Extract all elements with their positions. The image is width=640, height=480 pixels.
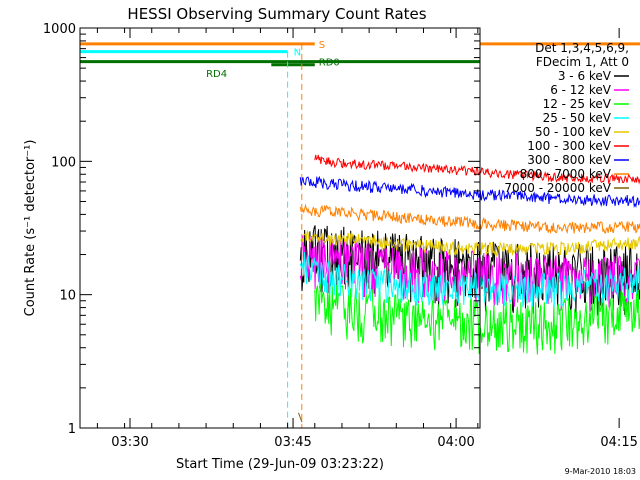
flag-label-n: N: [294, 48, 301, 59]
chart-title: HESSI Observing Summary Count Rates: [127, 5, 426, 23]
series-3: [299, 251, 640, 308]
x-axis-label: Start Time (29-Jun-09 03:23:22): [176, 457, 384, 472]
legend-label-4: 50 - 100 keV: [535, 125, 612, 139]
legend-label-1: 6 - 12 keV: [550, 83, 612, 97]
flag-label-rd4: RD4: [206, 69, 227, 80]
series-8: [298, 412, 303, 423]
data-layer: [298, 154, 640, 423]
y-axis-label: Count Rate (s⁻¹ detector⁻¹): [23, 140, 38, 317]
series-5: [314, 154, 640, 185]
x-tick-label-04:00: 04:00: [437, 435, 474, 450]
flags-layer: S N RD0 RD4: [80, 40, 640, 428]
series-7: [299, 203, 640, 235]
series-2: [314, 278, 640, 355]
axis-layer: 110100100003:3003:4504:0004:1504:3004:45…: [43, 22, 638, 450]
legend-label-2: 12 - 25 keV: [543, 97, 612, 111]
legend-label-5: 100 - 300 keV: [527, 139, 611, 153]
flag-label-rd0: RD0: [319, 58, 340, 69]
legend: Det 1,3,4,5,6,9, FDecim 1, Att 0 3 - 6 k…: [504, 41, 629, 195]
y-tick-label-1000: 1000: [43, 22, 76, 37]
x-tick-label-04:15: 04:15: [600, 435, 637, 450]
legend-header-line-2: FDecim 1, Att 0: [536, 55, 629, 69]
x-tick-label-03:30: 03:30: [111, 435, 148, 450]
legend-label-3: 25 - 50 keV: [543, 111, 612, 125]
plot-frame: [79, 27, 481, 429]
footer-date: 9-Mar-2010 18:03: [565, 467, 636, 476]
legend-label-7: 800 - 7000 keV: [520, 167, 612, 181]
series-4: [300, 230, 640, 258]
y-tick-label-100: 100: [51, 155, 76, 170]
x-tick-label-03:45: 03:45: [274, 435, 311, 450]
legend-label-0: 3 - 6 keV: [558, 69, 612, 83]
flag-label-s: S: [319, 40, 325, 51]
y-tick-label-1: 1: [68, 422, 76, 437]
legend-header-line-1: Det 1,3,4,5,6,9,: [535, 41, 629, 55]
legend-label-8: 7000 - 20000 keV: [504, 181, 611, 195]
series-1: [299, 235, 640, 312]
series-0: [299, 225, 640, 316]
series-6: [299, 175, 640, 209]
y-tick-label-10: 10: [59, 289, 76, 304]
legend-label-6: 300 - 800 keV: [527, 153, 611, 167]
